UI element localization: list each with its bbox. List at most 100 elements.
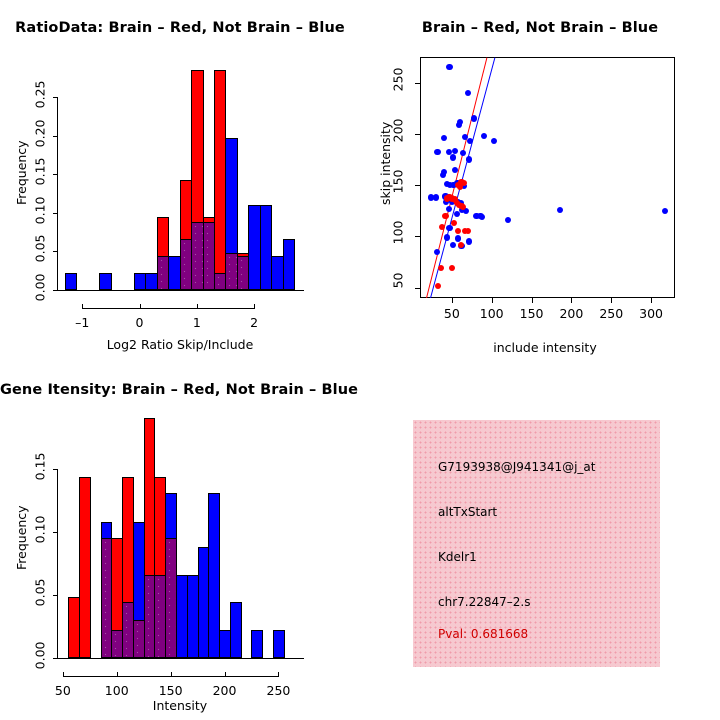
scatter-point	[455, 228, 462, 235]
x-axis-tick-label: 2	[250, 315, 259, 330]
y-axis-tick-label: 0.20	[32, 119, 48, 147]
x-axis-tick	[451, 298, 453, 303]
ratio-hist-x-axis-label: Log2 Ratio Skip/Include	[106, 337, 254, 352]
panel-gene-intensity-histogram: Gene Itensity: Brain – Red, Not Brain – …	[0, 360, 360, 720]
scatter-point	[439, 224, 446, 231]
y-axis-tick	[53, 97, 58, 99]
scatter-point	[460, 183, 467, 190]
scatter-title: Brain – Red, Not Brain – Blue	[421, 20, 659, 36]
panel-intensity-scatter: Brain – Red, Not Brain – Blue skip inten…	[360, 0, 720, 360]
scatter-point	[451, 220, 458, 227]
histogram-bar	[208, 492, 221, 658]
y-axis-tick	[415, 185, 420, 187]
y-axis-tick	[415, 133, 420, 135]
y-axis-tick	[415, 82, 420, 84]
x-axis-tick	[651, 298, 653, 303]
histogram-baseline	[57, 290, 304, 291]
scatter-fit-line-layer	[420, 57, 675, 298]
gene-hist-title: Gene Itensity: Brain – Red, Not Brain – …	[0, 382, 359, 398]
scatter-point	[440, 171, 447, 179]
scatter-plot-frame	[420, 57, 675, 298]
scatter-point	[445, 205, 452, 212]
panel-gene-info: G7193938@J941341@j_at altTxStart Kdelr1 …	[360, 360, 720, 720]
scatter-point	[491, 137, 498, 145]
histogram-bar	[79, 477, 91, 658]
scatter-point	[456, 184, 463, 191]
scatter-point	[464, 89, 471, 96]
gene-hist-x-axis-label: Intensity	[152, 698, 208, 713]
y-axis-tick-label: 0.15	[32, 452, 48, 480]
y-axis-tick-label: 0.05	[32, 234, 48, 263]
scatter-plot-area: 50 100 150 200 250 50 100 150 200 250 300	[360, 0, 720, 360]
y-axis-tick	[53, 251, 58, 253]
scatter-fit-line	[425, 57, 488, 298]
scatter-point	[448, 265, 455, 272]
y-axis-tick-label: 250	[390, 67, 406, 91]
histogram-bar	[259, 205, 273, 290]
y-axis-tick-label: 0.10	[32, 196, 48, 225]
y-axis-tick	[53, 594, 58, 596]
x-axis-tick	[491, 298, 493, 303]
scatter-point	[473, 212, 480, 220]
y-axis-tick-label: 0.00	[32, 273, 48, 302]
scatter-point	[446, 225, 453, 232]
x-axis-tick-label: 200	[559, 306, 584, 321]
y-axis-tick-label: 0.05	[32, 578, 48, 607]
scatter-point	[466, 156, 473, 163]
x-axis-tick	[139, 304, 141, 309]
scatter-point	[504, 216, 511, 224]
y-axis-tick	[53, 531, 58, 533]
scatter-point	[463, 207, 470, 214]
scatter-point	[479, 213, 486, 221]
x-axis-tick	[224, 672, 226, 677]
y-axis-tick	[53, 658, 58, 659]
x-axis-tick-label: 150	[158, 683, 183, 698]
x-axis-tick-label: 1	[192, 315, 201, 330]
x-axis-tick	[196, 304, 198, 309]
scatter-point	[443, 181, 451, 188]
x-axis-tick-label: –1	[75, 315, 90, 330]
x-axis-tick	[116, 672, 118, 677]
scatter-point	[443, 234, 451, 241]
y-axis-line	[57, 97, 58, 290]
y-axis-tick	[53, 174, 58, 176]
x-axis-tick	[82, 304, 84, 309]
scatter-point	[440, 134, 447, 142]
y-axis-tick	[53, 212, 58, 214]
scatter-point	[451, 148, 459, 155]
y-axis-tick	[53, 135, 58, 137]
x-axis-tick-label: 200	[212, 683, 237, 698]
histogram-baseline	[57, 658, 304, 659]
gene-info-box: G7193938@J941341@j_at altTxStart Kdelr1 …	[413, 420, 660, 667]
scatter-point	[437, 265, 444, 272]
x-axis-tick-label: 250	[599, 306, 624, 321]
scatter-point	[453, 210, 460, 217]
scatter-point	[432, 194, 440, 201]
histogram-bar	[282, 239, 296, 290]
y-axis-tick	[415, 236, 420, 238]
y-axis-tick-label: 0.25	[32, 80, 48, 109]
y-axis-tick-label: 0.15	[32, 157, 48, 186]
x-axis-tick-label: 250	[266, 683, 291, 698]
x-axis-tick	[62, 672, 64, 677]
scatter-point	[461, 133, 468, 141]
scatter-point	[435, 282, 442, 289]
info-event-type: altTxStart	[438, 505, 498, 519]
y-axis-tick	[53, 290, 58, 291]
scatter-point	[467, 137, 474, 145]
panel-ratio-histogram: RatioData: Brain – Red, Not Brain – Blue…	[0, 0, 360, 360]
x-axis-tick-label: 50	[443, 306, 460, 321]
x-axis-tick-label: 100	[104, 683, 129, 698]
scatter-x-axis-label: include intensity	[493, 340, 597, 355]
scatter-fit-line	[429, 57, 496, 298]
x-axis-tick	[254, 304, 256, 309]
x-axis-tick-label: 150	[519, 306, 544, 321]
scatter-point	[480, 132, 487, 140]
scatter-point	[449, 241, 456, 248]
scatter-point	[442, 212, 449, 220]
y-axis-tick-label: 100	[390, 220, 406, 245]
histogram-bar	[229, 602, 242, 658]
scatter-point	[449, 154, 456, 161]
x-axis-tick-label: 300	[639, 306, 664, 321]
